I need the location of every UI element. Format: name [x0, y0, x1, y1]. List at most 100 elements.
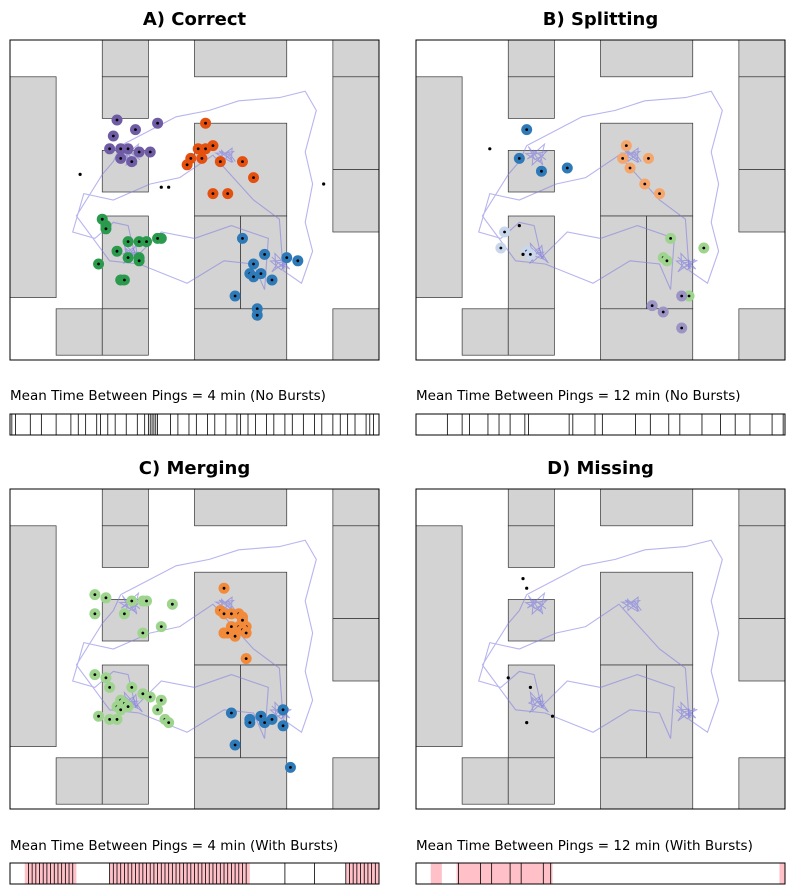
building [101, 76, 149, 119]
trajectory-wiggle [213, 596, 236, 612]
ping-dot [126, 147, 130, 151]
building [738, 76, 786, 170]
ping-dot [259, 272, 263, 275]
axes-frame [9, 39, 380, 361]
building [738, 308, 786, 361]
trajectory-line [478, 90, 723, 290]
building [507, 308, 555, 356]
unclustered-ping [550, 714, 555, 718]
ping-dot [565, 166, 569, 170]
ping-dot [204, 121, 207, 125]
trajectory-wiggle [213, 147, 236, 163]
building [332, 169, 380, 233]
panel-title: A) Correct [143, 9, 247, 30]
ping-dot [499, 246, 503, 250]
unclustered-ping [521, 252, 525, 256]
axes-frame [415, 39, 786, 361]
building [738, 169, 786, 233]
unclustered-ping [159, 185, 163, 189]
unclustered-ping [521, 577, 525, 581]
ping-dot [255, 313, 259, 317]
building [600, 664, 647, 759]
ping-dot [93, 612, 97, 616]
ping-dot [148, 150, 152, 154]
ping-dot [669, 237, 673, 240]
building [332, 618, 380, 682]
building [332, 76, 380, 170]
ping-dot [126, 240, 130, 244]
ping-dot [148, 695, 152, 699]
burst-interval [779, 863, 785, 884]
building [600, 215, 647, 310]
unclustered-ping [525, 721, 529, 725]
ping-dot [156, 121, 160, 125]
building [738, 618, 786, 682]
building [738, 525, 786, 619]
ping-dot [624, 144, 628, 148]
ping-dot [241, 237, 244, 240]
ping-dot [248, 721, 252, 724]
ping-dot [130, 686, 134, 689]
ping-dot [111, 134, 115, 138]
building [461, 757, 509, 805]
unclustered-ping [322, 182, 326, 186]
ping-dot [119, 157, 123, 160]
ping-dot [115, 249, 119, 253]
ping-dot [145, 599, 148, 603]
building [600, 122, 694, 217]
axes-frame [9, 488, 380, 810]
panel-title: D) Missing [547, 458, 654, 479]
ping-dot [211, 192, 215, 196]
building [738, 488, 786, 527]
timeline-frame [415, 862, 786, 885]
ping-dot [222, 612, 226, 616]
ping-dot [100, 217, 104, 221]
ping-dot [230, 625, 233, 628]
ping-dot [97, 714, 100, 718]
ping-dot [252, 275, 255, 279]
ping-dot [108, 718, 112, 721]
building [507, 76, 555, 119]
panel-3: C) Merging Mean Time Between Pings = 4 mi… [9, 458, 380, 885]
ping-dot [156, 237, 160, 240]
ping-dot [104, 676, 108, 680]
ping-dot [252, 262, 255, 266]
ping-dot [185, 163, 189, 167]
ping-dot [517, 157, 521, 160]
burst-interval [430, 863, 442, 884]
ping-dot [255, 307, 259, 311]
building [600, 39, 694, 78]
ping-dot [189, 157, 193, 160]
ping-dot [285, 256, 289, 259]
building [738, 39, 786, 78]
timeline-frame [415, 413, 786, 436]
ping-dot [141, 692, 145, 696]
ping-dot [241, 160, 244, 164]
building [332, 308, 380, 361]
ping-dot [145, 240, 148, 244]
ping-dot [525, 128, 529, 132]
ping-dot [621, 157, 625, 160]
ping-dot [119, 147, 123, 151]
panel-title: C) Merging [139, 458, 250, 479]
ping-dot [680, 294, 684, 298]
ping-dot [233, 294, 237, 298]
building [415, 525, 463, 747]
ping-dot [281, 724, 285, 728]
building [332, 757, 380, 810]
ping-dot [658, 192, 661, 196]
ping-dot [156, 708, 160, 712]
trajectory-line [72, 90, 317, 290]
ping-dot [244, 631, 248, 635]
ping-dot [126, 256, 130, 259]
building [55, 757, 103, 805]
building [194, 308, 288, 361]
building [600, 571, 694, 666]
ping-dot [661, 310, 665, 314]
ping-dot [263, 721, 267, 724]
ping-dot [97, 262, 100, 266]
panel-4: D) Missing Mean Time Between Pings = 12 m… [415, 458, 786, 885]
ping-dot [211, 144, 215, 148]
building [461, 308, 509, 356]
ping-dot [204, 147, 207, 151]
